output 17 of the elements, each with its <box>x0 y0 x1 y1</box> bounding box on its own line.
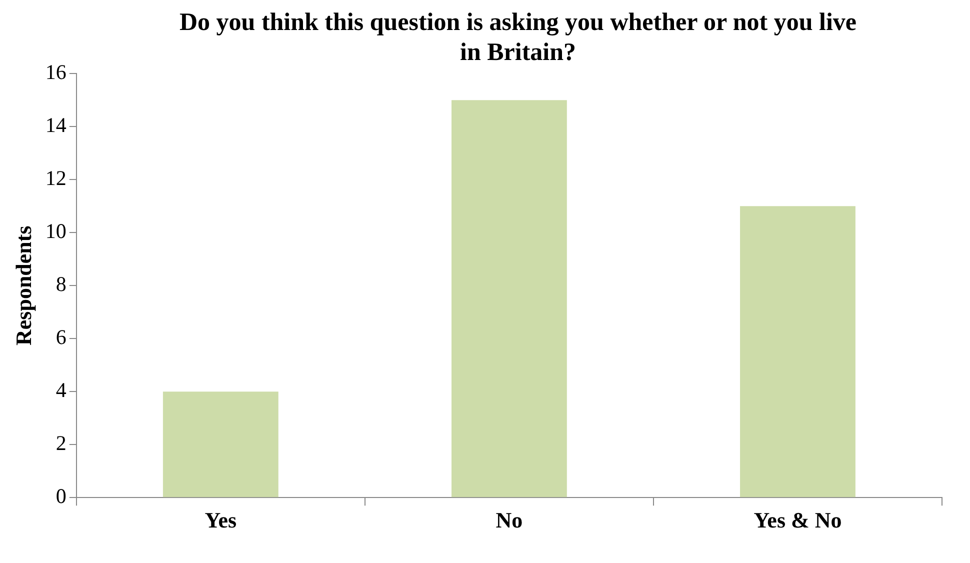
chart-title: Do you think this question is asking you whether or not you live in Britain? <box>178 8 858 68</box>
y-tick-label: 8 <box>56 272 66 296</box>
y-tick-label: 0 <box>56 484 66 508</box>
bar <box>740 206 856 498</box>
y-tick-label: 14 <box>45 113 67 138</box>
y-axis-title: Respondents <box>10 225 36 346</box>
y-tick-label: 2 <box>56 431 66 456</box>
bar <box>162 392 278 498</box>
bar <box>451 100 567 498</box>
y-tick-label: 10 <box>45 219 66 244</box>
y-tick-label: 6 <box>56 325 66 350</box>
x-tick-label: Yes <box>204 507 237 532</box>
x-tick-label: Yes & No <box>754 507 842 532</box>
y-tick-label: 16 <box>45 60 66 84</box>
x-tick-label: No <box>496 507 523 532</box>
y-tick-label: 12 <box>45 166 66 190</box>
y-tick-label: 4 <box>56 378 67 402</box>
